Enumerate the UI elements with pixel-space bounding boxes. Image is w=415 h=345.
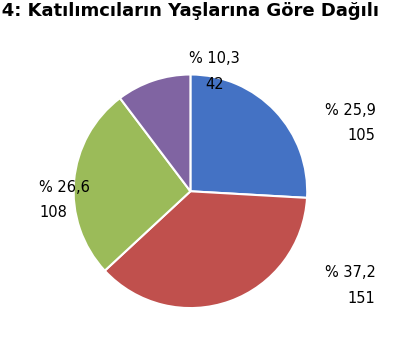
Wedge shape xyxy=(105,191,307,308)
Wedge shape xyxy=(73,98,190,271)
Text: % 26,6: % 26,6 xyxy=(39,179,90,195)
Text: % 25,9: % 25,9 xyxy=(325,102,376,118)
Wedge shape xyxy=(190,75,307,198)
Text: 151: 151 xyxy=(348,290,376,306)
Text: % 37,2: % 37,2 xyxy=(325,265,376,280)
Text: 108: 108 xyxy=(39,205,67,220)
Text: % 10,3: % 10,3 xyxy=(189,51,240,66)
Text: Şekil 4: Katılımcıların Yaşlarına Göre Dağılı: Şekil 4: Katılımcıların Yaşlarına Göre D… xyxy=(0,2,379,20)
Text: 42: 42 xyxy=(205,77,224,92)
Wedge shape xyxy=(120,75,190,191)
Text: 105: 105 xyxy=(348,128,376,143)
